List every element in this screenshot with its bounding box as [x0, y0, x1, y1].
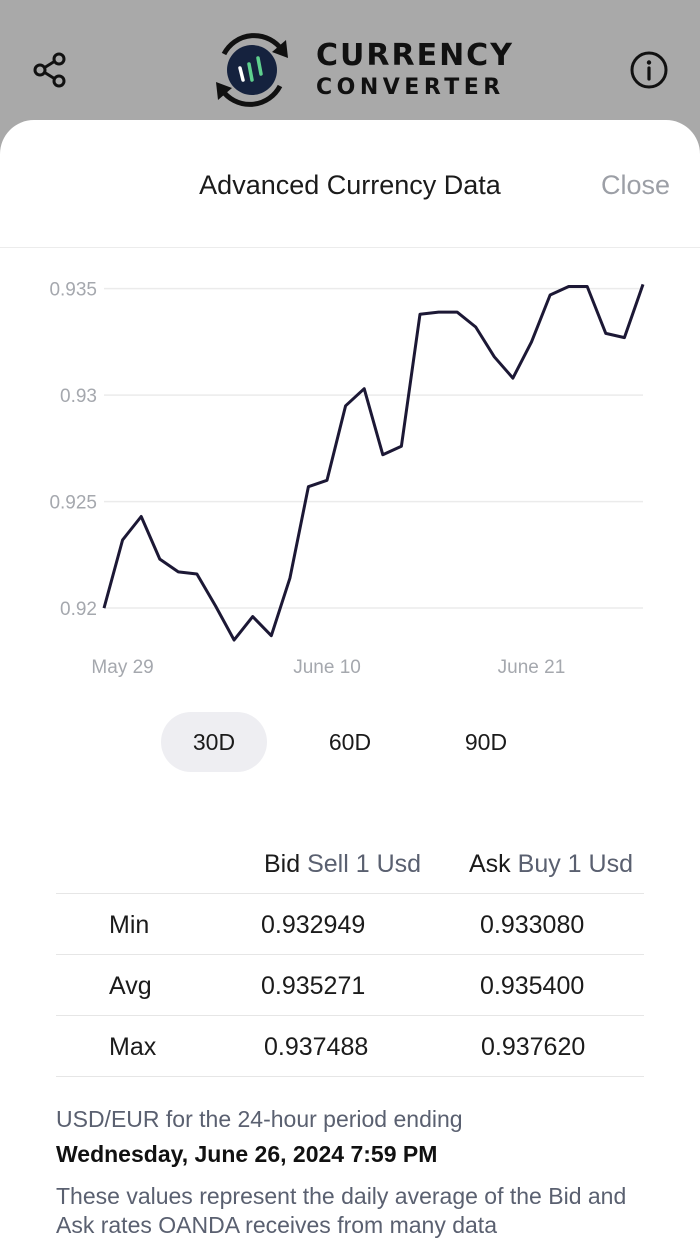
x-tick-label: May 29	[91, 657, 153, 678]
table-row-min: Min 0.932949 0.933080	[56, 894, 644, 955]
bid-label: Bid	[264, 850, 301, 878]
bid-sublabel: Sell 1 Usd	[307, 850, 422, 878]
ask-value: 0.935400	[480, 972, 585, 1000]
y-tick-label: 0.93	[60, 386, 97, 407]
ask-sublabel: Buy 1 Usd	[517, 850, 633, 878]
bid-header: Bid Sell 1 Usd	[264, 850, 421, 879]
close-button[interactable]: Close	[600, 170, 670, 200]
share-button[interactable]	[22, 42, 78, 98]
y-tick-label: 0.925	[49, 493, 97, 514]
sheet-title: Advanced Currency Data	[199, 170, 501, 200]
currency-logo-icon	[216, 33, 288, 107]
tab-60d[interactable]: 60D	[328, 728, 372, 755]
info-icon	[630, 51, 668, 89]
app-logo: CURRENCY CONVERTER	[206, 24, 514, 116]
x-tick-label: June 21	[498, 657, 566, 678]
info-button[interactable]	[621, 42, 677, 98]
ask-value: 0.933080	[480, 911, 585, 939]
table-row-avg: Avg 0.935271 0.935400	[56, 955, 644, 1016]
y-tick-label: 0.92	[60, 599, 97, 620]
bid-value: 0.935271	[261, 972, 366, 1000]
app-header: CURRENCY CONVERTER	[0, 0, 700, 140]
rates-table: Bid Sell 1 Usd Ask Buy 1 Usd Min 0.93294…	[56, 826, 644, 1077]
logo-line-converter: CONVERTER	[316, 75, 505, 100]
share-icon	[33, 52, 66, 88]
table-row-max: Max 0.937488 0.937620	[56, 1016, 644, 1077]
rate-description: These values represent the daily average…	[56, 1183, 627, 1238]
bid-value: 0.937488	[264, 1033, 369, 1061]
x-tick-label: June 10	[293, 657, 361, 678]
row-label: Max	[109, 1033, 157, 1061]
period-end-date: Wednesday, June 26, 2024 7:59 PM	[56, 1141, 438, 1167]
ask-label: Ask	[469, 850, 511, 878]
advanced-data-sheet: Advanced Currency Data Close 0.935 0.93 0.…	[0, 120, 700, 1244]
period-text: USD/EUR for the 24-hour period ending	[56, 1106, 463, 1132]
rate-info-footer: USD/EUR for the 24-hour period ending We…	[56, 1106, 656, 1240]
rate-line-chart: 0.935 0.93 0.925 0.92 May 29 June 10 June 21	[49, 280, 645, 678]
range-tabs: 30D 60D 90D	[0, 712, 700, 774]
y-tick-label: 0.935	[49, 280, 97, 301]
tab-30d[interactable]: 30D	[161, 712, 267, 772]
sheet-header: Advanced Currency Data Close	[0, 120, 700, 248]
row-label: Min	[109, 911, 150, 939]
row-label: Avg	[109, 972, 152, 1000]
ask-value: 0.937620	[481, 1033, 586, 1061]
tab-90d[interactable]: 90D	[464, 728, 508, 755]
rates-header-row: Bid Sell 1 Usd Ask Buy 1 Usd	[56, 826, 644, 894]
logo-line-currency: CURRENCY	[316, 38, 514, 73]
rate-series-line	[102, 283, 645, 642]
ask-header: Ask Buy 1 Usd	[469, 850, 633, 879]
bid-value: 0.932949	[261, 911, 366, 939]
